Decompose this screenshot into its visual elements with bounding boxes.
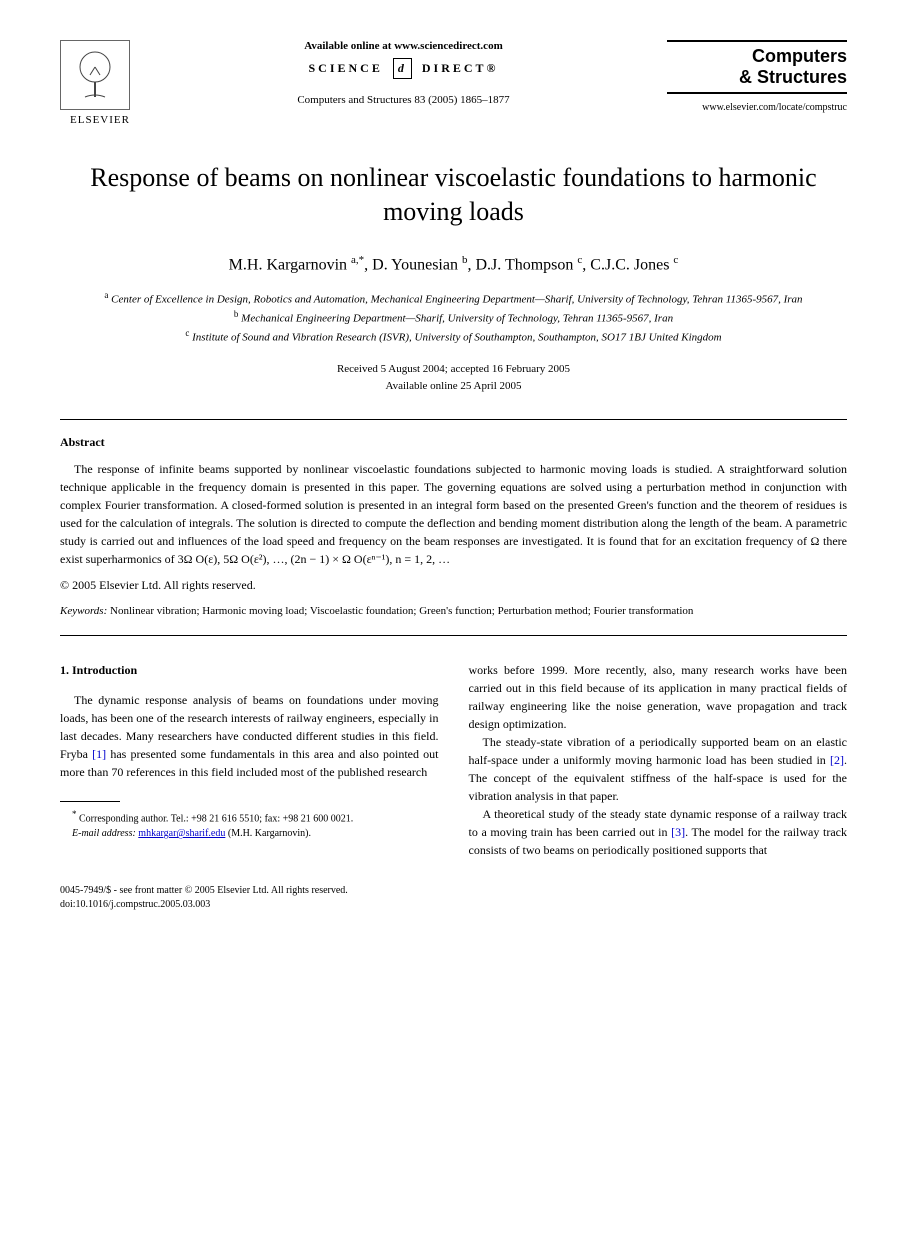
elsevier-tree-icon — [60, 40, 130, 110]
page-header: ELSEVIER Available online at www.science… — [60, 40, 847, 126]
email-author: (M.H. Kargarnovin). — [228, 828, 311, 839]
affiliation-c: Institute of Sound and Vibration Researc… — [192, 332, 721, 344]
sd-at-icon: d — [393, 58, 412, 79]
email-label: E-mail address: — [72, 828, 136, 839]
issn-line: 0045-7949/$ - see front matter © 2005 El… — [60, 884, 847, 898]
ref-link-2[interactable]: [2] — [830, 753, 844, 767]
affiliation-a: Center of Excellence in Design, Robotics… — [111, 294, 802, 306]
available-online-text: Available online at www.sciencedirect.co… — [140, 40, 667, 52]
intro-para-3: A theoretical study of the steady state … — [469, 805, 848, 859]
keywords: Keywords: Nonlinear vibration; Harmonic … — [60, 603, 847, 620]
publisher-logo: ELSEVIER — [60, 40, 140, 126]
author-4-sup: c — [673, 254, 678, 266]
doi-line: doi:10.1016/j.compstruc.2005.03.003 — [60, 898, 847, 912]
journal-name-l2: & Structures — [739, 67, 847, 87]
article-title: Response of beams on nonlinear viscoelas… — [60, 161, 847, 229]
abstract-text: The response of infinite beams supported… — [60, 460, 847, 568]
keywords-text: Nonlinear vibration; Harmonic moving loa… — [110, 605, 693, 617]
affiliations: a Center of Excellence in Design, Roboti… — [60, 289, 847, 346]
asterisk-icon: * — [72, 809, 77, 819]
intro-para-1: The dynamic response analysis of beams o… — [60, 691, 439, 781]
intro-p2-a: The steady-state vibration of a periodic… — [469, 735, 848, 767]
journal-reference: Computers and Structures 83 (2005) 1865–… — [140, 94, 667, 106]
journal-name-block: Computers & Structures www.elsevier.com/… — [667, 40, 847, 113]
section-1-heading: 1. Introduction — [60, 661, 439, 679]
aff-sup-a: a — [104, 290, 108, 300]
intro-para-2: The steady-state vibration of a periodic… — [469, 733, 848, 805]
footnote-separator — [60, 801, 120, 802]
author-3-sup: c — [577, 254, 582, 266]
rule-top — [60, 419, 847, 420]
page-footer: 0045-7949/$ - see front matter © 2005 El… — [60, 884, 847, 912]
body-columns: 1. Introduction The dynamic response ana… — [60, 661, 847, 859]
email-link[interactable]: mhkargar@sharif.edu — [138, 828, 225, 839]
aff-sup-c: c — [185, 328, 189, 338]
science-direct-logo: SCIENCE d DIRECT® — [140, 58, 667, 79]
publisher-name: ELSEVIER — [60, 114, 140, 126]
ref-link-1[interactable]: [1] — [92, 747, 106, 761]
article-dates: Received 5 August 2004; accepted 16 Febr… — [60, 361, 847, 394]
online-date: Available online 25 April 2005 — [385, 380, 521, 392]
received-date: Received 5 August 2004; accepted 16 Febr… — [337, 363, 570, 375]
journal-name-l1: Computers — [752, 46, 847, 66]
journal-url: www.elsevier.com/locate/compstruc — [667, 102, 847, 113]
corresponding-text: Corresponding author. Tel.: +98 21 616 5… — [79, 813, 353, 824]
sd-text-1: SCIENCE — [309, 61, 383, 75]
author-1-sup: a,* — [351, 254, 364, 266]
abstract-heading: Abstract — [60, 435, 847, 450]
author-1: M.H. Kargarnovin — [229, 256, 347, 273]
email-footnote: E-mail address: mhkargar@sharif.edu (M.H… — [60, 826, 439, 841]
column-right: works before 1999. More recently, also, … — [469, 661, 848, 859]
tree-icon — [65, 45, 125, 105]
center-header: Available online at www.sciencedirect.co… — [140, 40, 667, 106]
rule-bottom — [60, 635, 847, 636]
author-2-sup: b — [462, 254, 468, 266]
author-3: D.J. Thompson — [475, 256, 573, 273]
keywords-label: Keywords: — [60, 605, 107, 617]
intro-para-1-cont: works before 1999. More recently, also, … — [469, 661, 848, 733]
authors-line: M.H. Kargarnovin a,*, D. Younesian b, D.… — [60, 254, 847, 274]
journal-name: Computers & Structures — [667, 40, 847, 94]
aff-sup-b: b — [234, 309, 239, 319]
sd-text-2: DIRECT® — [422, 61, 499, 75]
corresponding-footnote: * Corresponding author. Tel.: +98 21 616… — [60, 808, 439, 826]
abstract-copyright: © 2005 Elsevier Ltd. All rights reserved… — [60, 578, 847, 593]
author-4: C.J.C. Jones — [590, 256, 669, 273]
affiliation-b: Mechanical Engineering Department—Sharif… — [241, 313, 673, 325]
column-left: 1. Introduction The dynamic response ana… — [60, 661, 439, 859]
ref-link-3[interactable]: [3] — [671, 825, 685, 839]
intro-p1-b: has presented some fundamentals in this … — [60, 747, 439, 779]
author-2: D. Younesian — [372, 256, 458, 273]
